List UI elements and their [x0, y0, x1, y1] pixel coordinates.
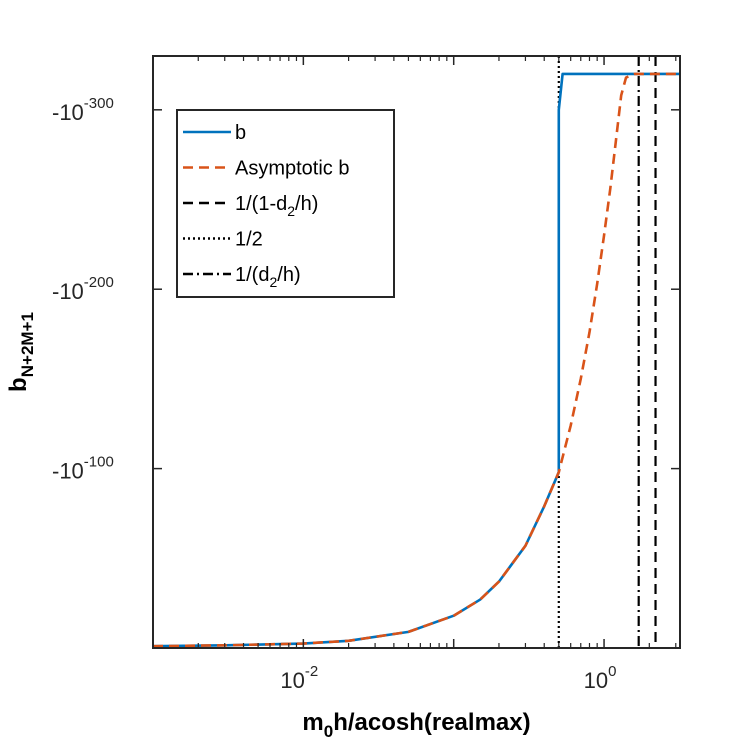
legend-label: b — [235, 122, 246, 144]
legend-label: 1/(d2/h) — [235, 264, 301, 290]
labels-layer: 10-2 100 -10-100 -10-200 -10-300 m0h/acosh(re… — [5, 95, 616, 741]
ticks-layer — [152, 56, 680, 648]
legend: b Asymptotic b 1/(1-d2/h) 1/2 1/(d2/h) — [176, 109, 395, 298]
y-tick-label: -10-300 — [52, 95, 114, 125]
x-axis-label: m0h/acosh(realmax) — [302, 709, 530, 741]
y-tick-label: -10-100 — [52, 454, 114, 484]
y-axis-label: bN+2M+1 — [5, 312, 37, 392]
legend-label: 1/(1-d2/h) — [235, 193, 318, 219]
legend-label: Asymptotic b — [235, 158, 349, 180]
x-tick-label: 100 — [584, 663, 617, 693]
legend-box — [176, 109, 395, 298]
series-line-asymptotic-b — [153, 72, 680, 648]
plot-frame — [152, 55, 681, 649]
y-tick-label: -10-200 — [52, 274, 114, 304]
x-tick-label: 10-2 — [280, 663, 318, 693]
series-layer — [153, 56, 680, 648]
legend-label: 1/2 — [235, 229, 263, 251]
